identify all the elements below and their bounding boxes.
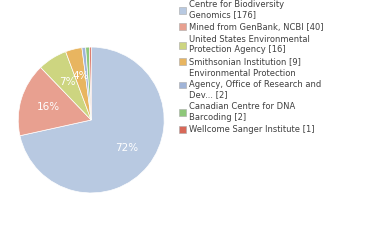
Text: 72%: 72% <box>115 143 138 153</box>
Wedge shape <box>86 47 91 120</box>
Wedge shape <box>41 52 91 120</box>
Wedge shape <box>18 67 91 136</box>
Wedge shape <box>89 47 91 120</box>
Wedge shape <box>20 47 164 193</box>
Text: 7%: 7% <box>59 77 75 87</box>
Legend: Centre for Biodiversity
Genomics [176], Mined from GenBank, NCBI [40], United St: Centre for Biodiversity Genomics [176], … <box>179 0 324 134</box>
Wedge shape <box>66 48 91 120</box>
Text: 16%: 16% <box>36 102 59 112</box>
Text: 4%: 4% <box>72 71 89 81</box>
Wedge shape <box>82 47 91 120</box>
